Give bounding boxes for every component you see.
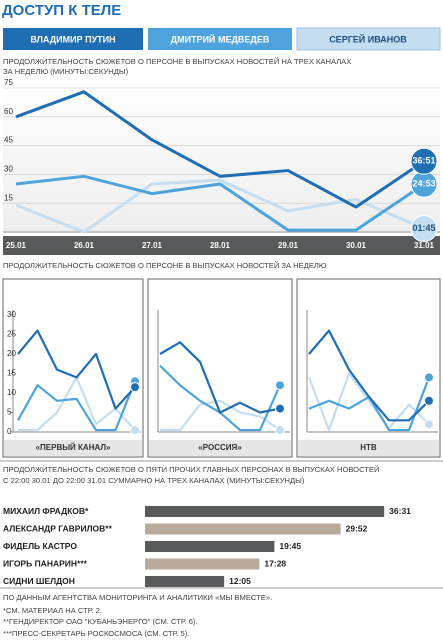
footnote: ***ПРЕСС-СЕКРЕТАРЬ РОСКОСМОСА (СМ. СТР. … (3, 629, 189, 638)
series-line (15, 178, 425, 234)
category-strip (3, 236, 440, 255)
bar (145, 558, 260, 570)
x-tick-label: 27.01 (142, 241, 163, 250)
subtitle: ПРОДОЛЖИТЕЛЬНОСТЬ СЮЖЕТОВ О ПЯТИ ПРОЧИХ … (3, 465, 379, 474)
end-marker (275, 403, 285, 414)
x-tick-label: 26.01 (74, 241, 95, 250)
x-tick-label: 28.01 (210, 241, 231, 250)
legend-label: ВЛАДИМИР ПУТИН (30, 34, 115, 44)
end-marker (275, 425, 285, 436)
y-tick-label: 5 (7, 408, 12, 417)
panel-title: «ПЕРВЫЙ КАНАЛ» (36, 443, 111, 452)
footnote: ПО ДАННЫМ АГЕНТСТВА МОНИТОРИНГА И АНАЛИТ… (3, 593, 272, 602)
end-marker (424, 372, 434, 383)
value-label: 01:45 (412, 223, 435, 233)
bar (145, 541, 275, 552)
y-tick-label: 20 (7, 349, 16, 358)
value-label: 29:52 (346, 523, 368, 533)
value-label: 12:05 (229, 576, 251, 586)
panel-label-strip (149, 440, 291, 456)
category-label: ФИДЕЛЬ КАСТРО (3, 541, 77, 551)
y-tick-label: 30 (4, 165, 13, 174)
value-label: 36:51 (412, 156, 435, 166)
legend-label: ДМИТРИЙ МЕДВЕДЕВ (171, 33, 270, 44)
panel-frame (2, 278, 144, 458)
legend-swatch (148, 28, 292, 50)
category-label: СИДНИ ШЕЛДОН (3, 576, 75, 586)
y-tick-label: 75 (4, 78, 13, 87)
bar (145, 523, 341, 535)
y-tick-label: 15 (4, 193, 13, 202)
value-label: 17:28 (264, 558, 286, 568)
y-tick-label: 0 (7, 427, 12, 436)
y-tick-label: 10 (7, 388, 16, 397)
series-line (159, 364, 282, 432)
x-tick-label: 29.01 (278, 241, 299, 250)
panel-label-strip (4, 440, 142, 456)
footnote: *СМ. МАТЕРИАЛ НА СТР. 2. (3, 606, 102, 615)
legend-swatch (3, 28, 143, 50)
subtitle: ЗА НЕДЕЛЮ (МИНУТЫ:СЕКУНДЫ) (3, 67, 129, 76)
value-label: 24:53 (412, 179, 435, 189)
bar (145, 506, 385, 517)
series-line (308, 329, 430, 422)
series-line (160, 399, 281, 432)
end-marker (424, 395, 434, 406)
end-marker (424, 419, 434, 430)
legend-swatch (296, 27, 441, 51)
end-marker (130, 425, 140, 436)
legend: ВЛАДИМИР ПУТИН ДМИТРИЙ МЕДВЕДЕВ СЕРГЕЙ И… (3, 27, 441, 51)
y-tick-label: 45 (4, 136, 13, 145)
series-line (17, 380, 137, 432)
footnote: **ГЕНДИРЕКТОР ОАО "КУБАНЬЭНЕРГО" (СМ. СТ… (3, 617, 198, 626)
x-tick-label: 30.01 (346, 241, 367, 250)
series-line (17, 329, 136, 410)
bar (145, 576, 225, 587)
y-tick-label: 15 (7, 369, 16, 378)
y-tick-label: 60 (4, 107, 13, 116)
legend-label: СЕРГЕЙ ИВАНОВ (329, 33, 407, 44)
subtitle: ПРОДОЛЖИТЕЛЬНОСТЬ СЮЖЕТОВ О ПЕРСОНЕ В ВЫ… (3, 57, 351, 66)
x-tick-label: 25.01 (6, 241, 27, 250)
end-marker (410, 147, 438, 175)
subtitle: ПРОДОЛЖИТЕЛЬНОСТЬ СЮЖЕТОВ О ПЕРСОНЕ В ВЫ… (3, 261, 327, 270)
value-label: 19:45 (279, 541, 301, 551)
category-label: ИГОРЬ ПАНАРИН*** (3, 558, 88, 568)
panel-frame (296, 278, 441, 458)
plot-background (3, 80, 440, 233)
panel-title: НТВ (360, 443, 377, 452)
x-tick-label: 31.01 (414, 241, 435, 250)
end-marker (410, 215, 438, 243)
subtitle: С 22:00 30.01 ДО 22:00 31.01 СУММАРНО НА… (3, 476, 305, 485)
panel-label-strip (298, 440, 439, 456)
title: ДОСТУП К ТЕЛЕ (2, 2, 121, 19)
series-line (15, 90, 425, 209)
y-tick-label: 25 (7, 330, 16, 339)
series-line (307, 372, 430, 432)
category-label: АЛЕКСАНДР ГАВРИЛОВ** (3, 523, 113, 533)
end-marker (130, 382, 140, 393)
end-marker (275, 380, 285, 391)
panel-frame (147, 278, 293, 458)
category-label: МИХАИЛ ФРАДКОВ* (3, 506, 89, 516)
y-tick-label: 30 (7, 310, 16, 319)
panel-title: «РОССИЯ» (198, 443, 242, 452)
series-line (159, 341, 281, 414)
series-line (15, 174, 425, 232)
value-label: 36:31 (389, 506, 411, 516)
series-line (18, 376, 136, 432)
